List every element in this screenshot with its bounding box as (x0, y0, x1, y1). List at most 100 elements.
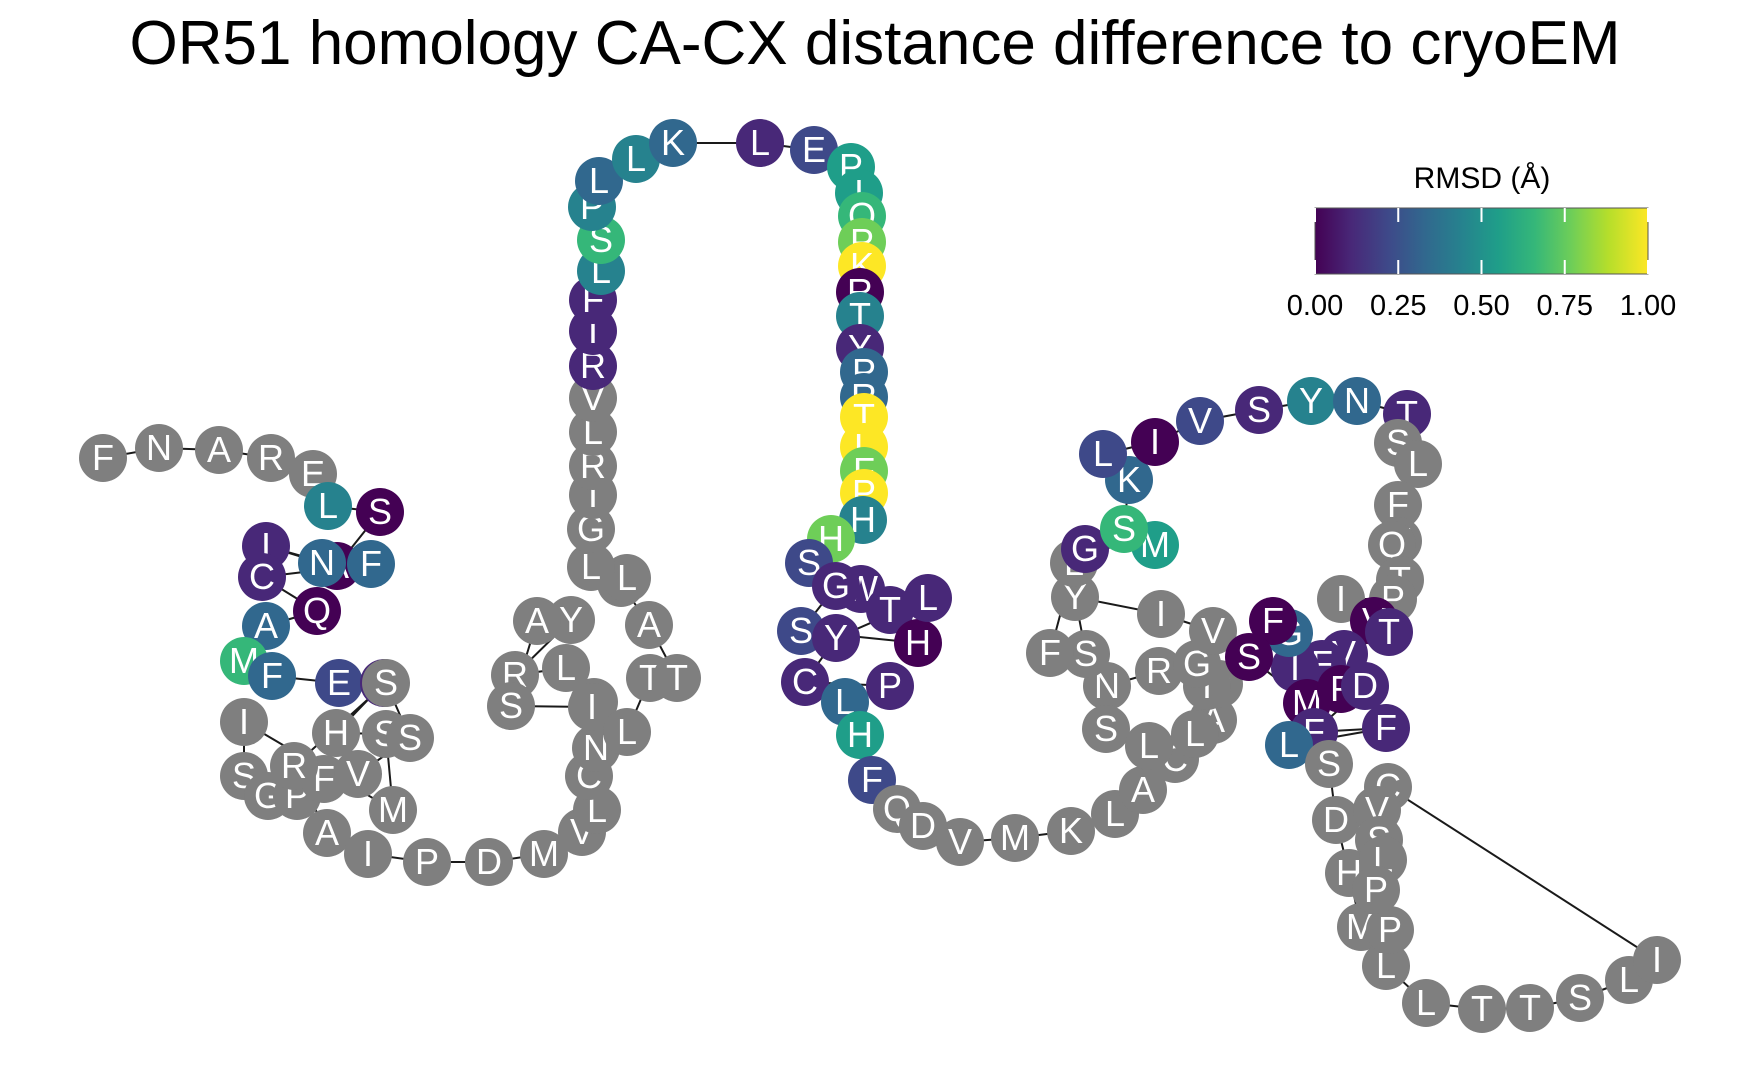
residue-label: P (1364, 869, 1388, 910)
residue-circle (1341, 662, 1389, 710)
residue-circle (1506, 984, 1554, 1032)
residue-label: D (1323, 799, 1349, 840)
residue-node: S (1305, 740, 1353, 788)
residue-label: K (1059, 810, 1083, 851)
residue-node: P (1352, 866, 1400, 914)
residue-node: L (567, 543, 615, 591)
residue-circle (569, 442, 617, 490)
residue-circle (936, 818, 984, 866)
residue-circle (247, 434, 295, 482)
backbone-link (1387, 786, 1658, 961)
residue-node: L (603, 554, 651, 602)
residue-label: T (1378, 611, 1400, 652)
residue-node: R (1135, 647, 1183, 695)
residue-label: F (92, 437, 114, 478)
residue-node: I (220, 698, 268, 746)
residue-circle (242, 602, 290, 650)
residue-label: R (258, 437, 284, 478)
residue-circle (1352, 866, 1400, 914)
colorbar-tick-label: 0.75 (1537, 290, 1593, 322)
residue-node: Y (1287, 377, 1335, 425)
residue-node: H (836, 711, 884, 759)
residue-label: M (529, 833, 559, 874)
residue-label: S (789, 610, 813, 651)
residue-node: S (1062, 630, 1110, 678)
colorbar-tick-label: 0.25 (1370, 290, 1426, 322)
residue-node: L (1362, 942, 1410, 990)
residue-label: E (327, 662, 351, 703)
residue-node: V (1189, 607, 1237, 655)
residue-circle (547, 596, 595, 644)
residue-label: S (1074, 633, 1098, 674)
residue-label: S (1237, 636, 1261, 677)
residue-circle (403, 838, 451, 886)
residue-label: I (1652, 939, 1662, 980)
residue-node: I (1633, 936, 1681, 984)
residue-label: L (617, 711, 637, 752)
residue-label: T (666, 657, 688, 698)
residue-label: A (254, 605, 278, 646)
residue-circle (135, 424, 183, 472)
residue-node: V (1176, 397, 1224, 445)
residue-label: D (910, 805, 936, 846)
residue-node: G (1061, 525, 1109, 573)
residue-circle (736, 119, 784, 167)
residue-node: D (465, 838, 513, 886)
residue-label: L (589, 160, 609, 201)
residue-node: D (899, 802, 947, 850)
residue-node: L (542, 644, 590, 692)
residue-node: N (135, 424, 183, 472)
residue-node: L (612, 135, 660, 183)
residue-node: Y (547, 596, 595, 644)
residue-node: N (1083, 662, 1131, 710)
residue-label: S (374, 662, 398, 703)
residue-label: Y (824, 617, 848, 658)
residue-label: A (637, 604, 661, 645)
residue-node: F (79, 434, 127, 482)
residue-circle (1176, 397, 1224, 445)
residue-label: V (1188, 400, 1212, 441)
residue-label: T (1471, 988, 1493, 1029)
residue-circle (1394, 440, 1442, 488)
residue-circle (1061, 525, 1109, 573)
residue-node: L (603, 708, 651, 756)
residue-label: V (346, 753, 370, 794)
residue-label: L (617, 557, 637, 598)
residue-node: L (736, 119, 784, 167)
residue-label: L (318, 485, 338, 526)
residue-label: S (398, 717, 422, 758)
residue-circle (812, 614, 860, 662)
colorbar-title: RMSD (Å) (1414, 162, 1551, 195)
residue-label: P (878, 665, 902, 706)
residue-circle (1312, 796, 1360, 844)
residue-circle (1235, 386, 1283, 434)
residue-label: I (588, 474, 598, 515)
residue-label: Y (1299, 380, 1323, 421)
residue-label: I (1290, 647, 1300, 688)
residue-node: F (1362, 704, 1410, 752)
residue-label: S (368, 491, 392, 532)
residue-circle (1135, 647, 1183, 695)
residue-circle (904, 574, 952, 622)
residue-node: L (1394, 440, 1442, 488)
residue-label: I (587, 686, 597, 727)
residue-node: F (1026, 629, 1074, 677)
residue-circle (836, 711, 884, 759)
residue-label: I (239, 701, 249, 742)
residue-label: L (918, 577, 938, 618)
residue-circle (303, 809, 351, 857)
residue-label: F (261, 655, 283, 696)
residue-label: L (1185, 713, 1205, 754)
residue-node: Q (293, 587, 341, 635)
residue-circle (991, 814, 1039, 862)
residue-circle (356, 488, 404, 536)
residue-label: L (581, 546, 601, 587)
residue-label: A (525, 600, 549, 641)
residue-label: D (1352, 665, 1378, 706)
residue-circle (1225, 633, 1273, 681)
residue-circle (568, 683, 616, 731)
colorbar-legend: RMSD (Å) 0.00 0.25 0.50 0.75 1.00 (1287, 162, 1676, 322)
residue-node: C (238, 553, 286, 601)
residue-node: M (520, 830, 568, 878)
residue-circle (1051, 573, 1099, 621)
